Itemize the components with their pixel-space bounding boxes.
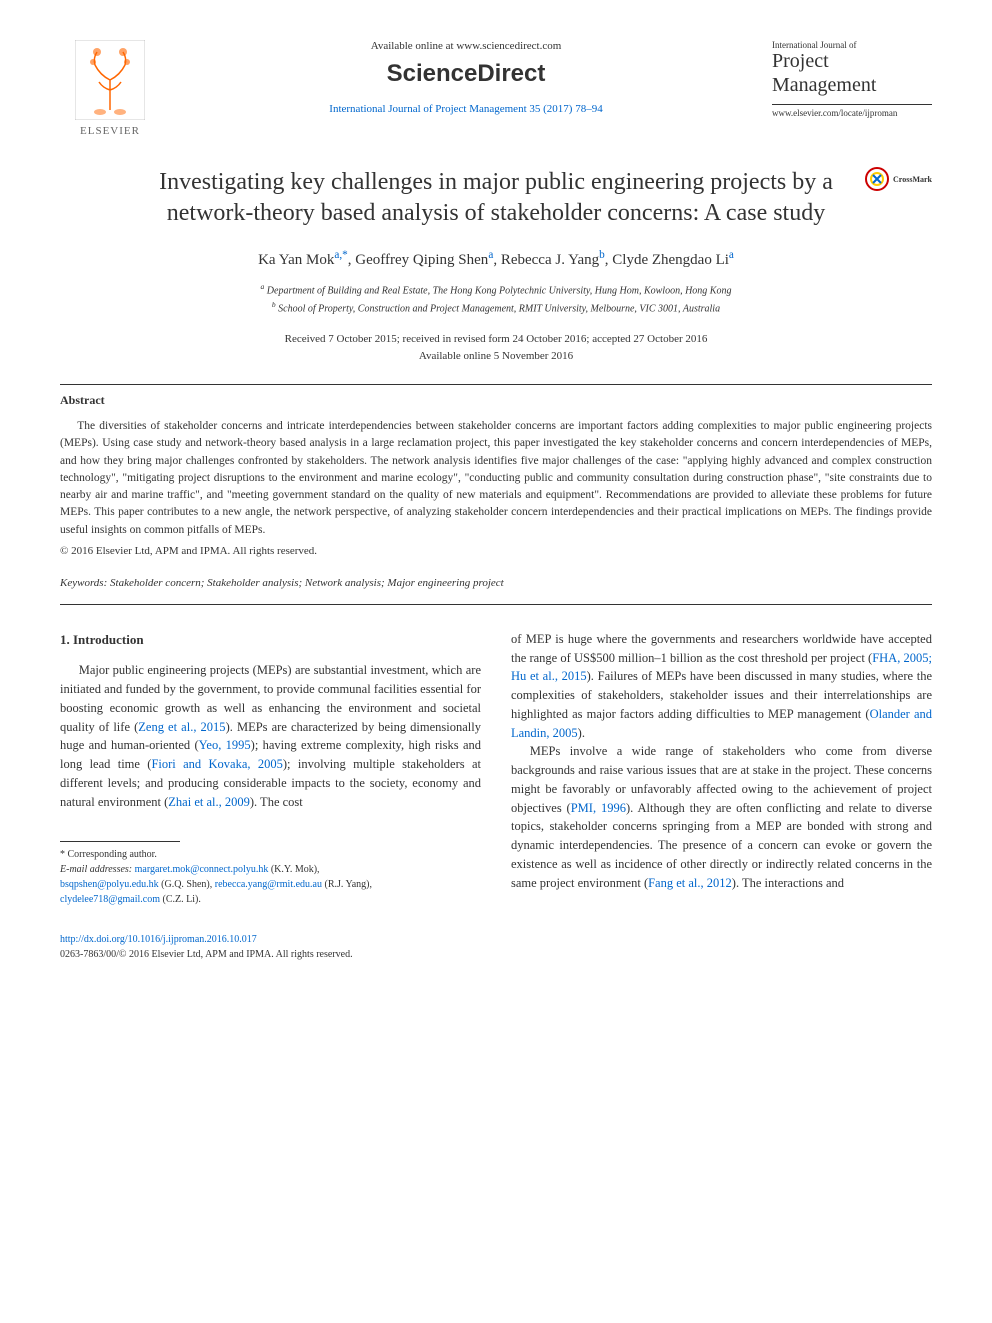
email-2-who: (G.Q. Shen),	[159, 879, 215, 890]
crossmark-badge[interactable]: CrossMark	[865, 167, 932, 191]
ref-zhai-2009[interactable]: Zhai et al., 2009	[168, 795, 250, 809]
divider-bottom	[60, 604, 932, 605]
author-4: , Clyde Zhengdao Li	[605, 252, 729, 268]
footer-copyright: 0263-7863/00/© 2016 Elsevier Ltd, APM an…	[60, 947, 932, 962]
title-section: CrossMark Investigating key challenges i…	[60, 167, 932, 364]
authors-line: Ka Yan Moka,*, Geoffrey Qiping Shena, Re…	[60, 249, 932, 269]
ref-yeo-1995[interactable]: Yeo, 1995	[199, 738, 251, 752]
dates-line1: Received 7 October 2015; received in rev…	[60, 331, 932, 348]
page-header: ELSEVIER Available online at www.science…	[60, 40, 932, 137]
col2-text-c: ).	[578, 726, 585, 740]
author-1: Ka Yan Mok	[258, 252, 334, 268]
elsevier-tree-logo	[75, 40, 145, 120]
col2-para1: of MEP is huge where the governments and…	[511, 630, 932, 743]
affiliations: a Department of Building and Real Estate…	[60, 281, 932, 316]
journal-reference[interactable]: International Journal of Project Managem…	[180, 103, 752, 115]
footnote-section: * Corresponding author. E-mail addresses…	[60, 841, 481, 907]
divider-top	[60, 384, 932, 385]
col2-text-a: of MEP is huge where the governments and…	[511, 632, 932, 665]
journal-url: www.elsevier.com/locate/ijproman	[772, 104, 932, 118]
corresponding-author: * Corresponding author.	[60, 847, 481, 862]
ref-pmi-1996[interactable]: PMI, 1996	[571, 801, 626, 815]
footnote-divider	[60, 841, 180, 842]
abstract-text: The diversities of stakeholder concerns …	[60, 418, 932, 539]
dates-line2: Available online 5 November 2016	[60, 348, 932, 365]
crossmark-icon	[865, 167, 889, 191]
keywords-label: Keywords:	[60, 577, 107, 589]
email-4-who: (C.Z. Li).	[160, 894, 201, 905]
elsevier-label: ELSEVIER	[80, 125, 140, 137]
affiliation-b-text: School of Property, Construction and Pro…	[278, 303, 720, 314]
author-2: , Geoffrey Qiping Shen	[348, 252, 489, 268]
sciencedirect-logo: ScienceDirect	[180, 60, 752, 88]
email-4[interactable]: clydelee718@gmail.com	[60, 894, 160, 905]
ref-fang-2012[interactable]: Fang et al., 2012	[648, 876, 732, 890]
email-3-who: (R.J. Yang),	[322, 879, 372, 890]
col1-text-e: ). The cost	[250, 795, 303, 809]
header-center: Available online at www.sciencedirect.co…	[160, 40, 772, 115]
doi-link[interactable]: http://dx.doi.org/10.1016/j.ijproman.201…	[60, 934, 257, 945]
journal-name-line1: Project	[772, 50, 932, 72]
col1-para1: Major public engineering projects (MEPs)…	[60, 661, 481, 811]
email-3[interactable]: rebecca.yang@rmit.edu.au	[215, 879, 322, 890]
keywords-line: Keywords: Stakeholder concern; Stakehold…	[60, 577, 932, 589]
author-4-aff[interactable]: a	[729, 249, 734, 261]
email-addresses: E-mail addresses: margaret.mok@connect.p…	[60, 862, 481, 907]
article-dates: Received 7 October 2015; received in rev…	[60, 331, 932, 364]
abstract-section: Abstract The diversities of stakeholder …	[60, 393, 932, 557]
abstract-copyright: © 2016 Elsevier Ltd, APM and IPMA. All r…	[60, 545, 932, 557]
author-1-aff[interactable]: a,	[334, 249, 342, 261]
col2-text-f: ). The interactions and	[732, 876, 844, 890]
affiliation-a: a Department of Building and Real Estate…	[60, 281, 932, 298]
col2-para2: MEPs involve a wide range of stakeholder…	[511, 742, 932, 892]
ref-fiori-kovaka-2005[interactable]: Fiori and Kovaka, 2005	[151, 757, 282, 771]
author-3: , Rebecca J. Yang	[493, 252, 599, 268]
available-online-text: Available online at www.sciencedirect.co…	[180, 40, 752, 52]
column-right: of MEP is huge where the governments and…	[511, 630, 932, 908]
email-1[interactable]: margaret.mok@connect.polyu.hk	[135, 864, 269, 875]
publisher-logo-block: ELSEVIER	[60, 40, 160, 137]
keywords-text: Stakeholder concern; Stakeholder analysi…	[107, 577, 503, 589]
crossmark-text: CrossMark	[893, 175, 932, 184]
page-footer: http://dx.doi.org/10.1016/j.ijproman.201…	[60, 932, 932, 962]
abstract-heading: Abstract	[60, 393, 932, 408]
email-label: E-mail addresses:	[60, 864, 132, 875]
email-1-who: (K.Y. Mok),	[268, 864, 319, 875]
column-left: 1. Introduction Major public engineering…	[60, 630, 481, 908]
ref-zeng-2015[interactable]: Zeng et al., 2015	[138, 720, 225, 734]
section-1-heading: 1. Introduction	[60, 630, 481, 650]
affiliation-a-text: Department of Building and Real Estate, …	[267, 286, 732, 297]
journal-brand-block: International Journal of Project Managem…	[772, 40, 932, 118]
journal-name-line2: Management	[772, 74, 932, 96]
email-2[interactable]: bsqpshen@polyu.edu.hk	[60, 879, 159, 890]
paper-title: Investigating key challenges in major pu…	[60, 167, 932, 229]
body-columns: 1. Introduction Major public engineering…	[60, 630, 932, 908]
journal-label-small: International Journal of	[772, 40, 932, 50]
affiliation-b: b School of Property, Construction and P…	[60, 299, 932, 316]
